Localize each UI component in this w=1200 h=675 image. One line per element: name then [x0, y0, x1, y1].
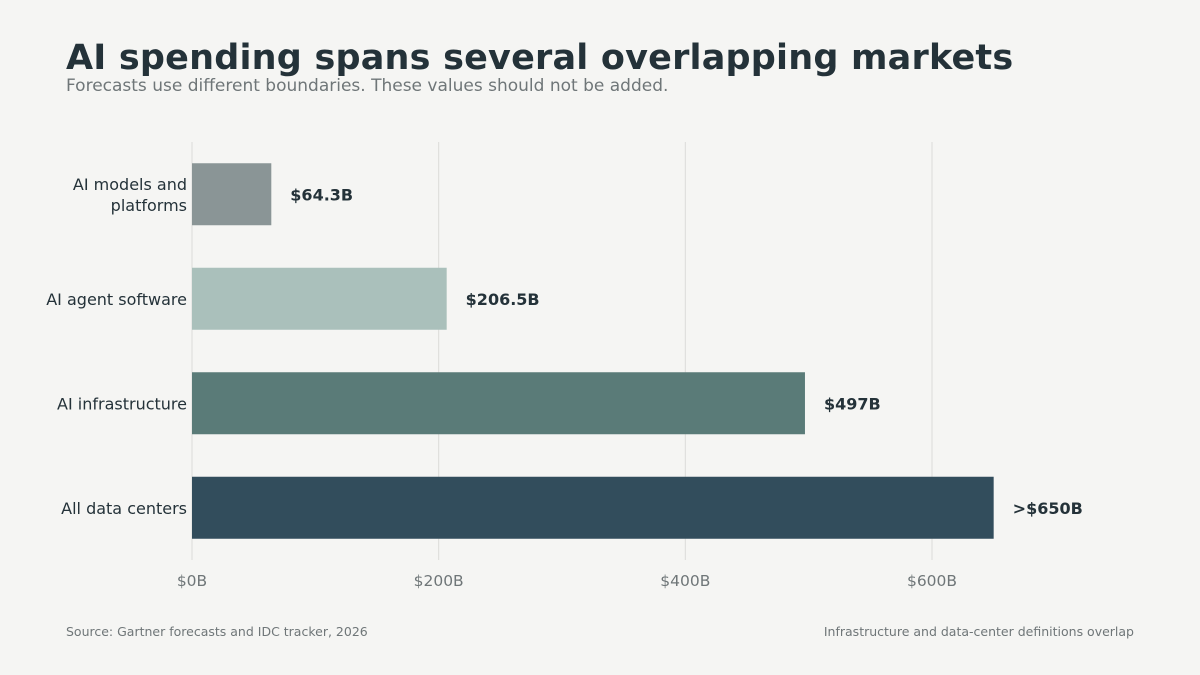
- x-axis-ticks: $0B $200B $400B $600B: [177, 572, 957, 590]
- chart-subtitle: Forecasts use different boundaries. Thes…: [66, 76, 669, 96]
- category-label: AI models and platforms: [73, 175, 187, 215]
- category-labels: AI models and platforms AI agent software A…: [46, 175, 187, 518]
- bar: [192, 267, 447, 330]
- data-label: $206.5B: [466, 290, 540, 309]
- bar: [192, 372, 805, 435]
- x-tick-label: $0B: [177, 572, 207, 590]
- x-tick-label: $200B: [414, 572, 464, 590]
- footnote: Infrastructure and data-center definitio…: [823, 624, 1134, 639]
- value-labels: $64.3B $206.5B $497B >$650B: [290, 185, 1083, 518]
- data-label: $64.3B: [290, 185, 353, 204]
- category-label: AI infrastructure: [57, 394, 187, 413]
- bar: [192, 476, 994, 539]
- chart-title: AI spending spans several overlapping ma…: [66, 38, 1014, 78]
- bar: [192, 163, 272, 226]
- category-label-line: All data centers: [61, 499, 187, 518]
- data-label: $497B: [824, 394, 881, 413]
- bars: [192, 163, 994, 539]
- category-label-line: AI models and: [73, 175, 187, 194]
- category-label-line: AI agent software: [46, 290, 187, 309]
- x-tick-label: $400B: [660, 572, 710, 590]
- category-label: AI agent software: [46, 290, 187, 309]
- source-note: Source: Gartner forecasts and IDC tracke…: [66, 624, 368, 639]
- data-label: >$650B: [1013, 499, 1083, 518]
- category-label-line: AI infrastructure: [57, 394, 187, 413]
- category-label-line: platforms: [111, 196, 187, 215]
- category-label: All data centers: [61, 499, 187, 518]
- x-tick-label: $600B: [907, 572, 957, 590]
